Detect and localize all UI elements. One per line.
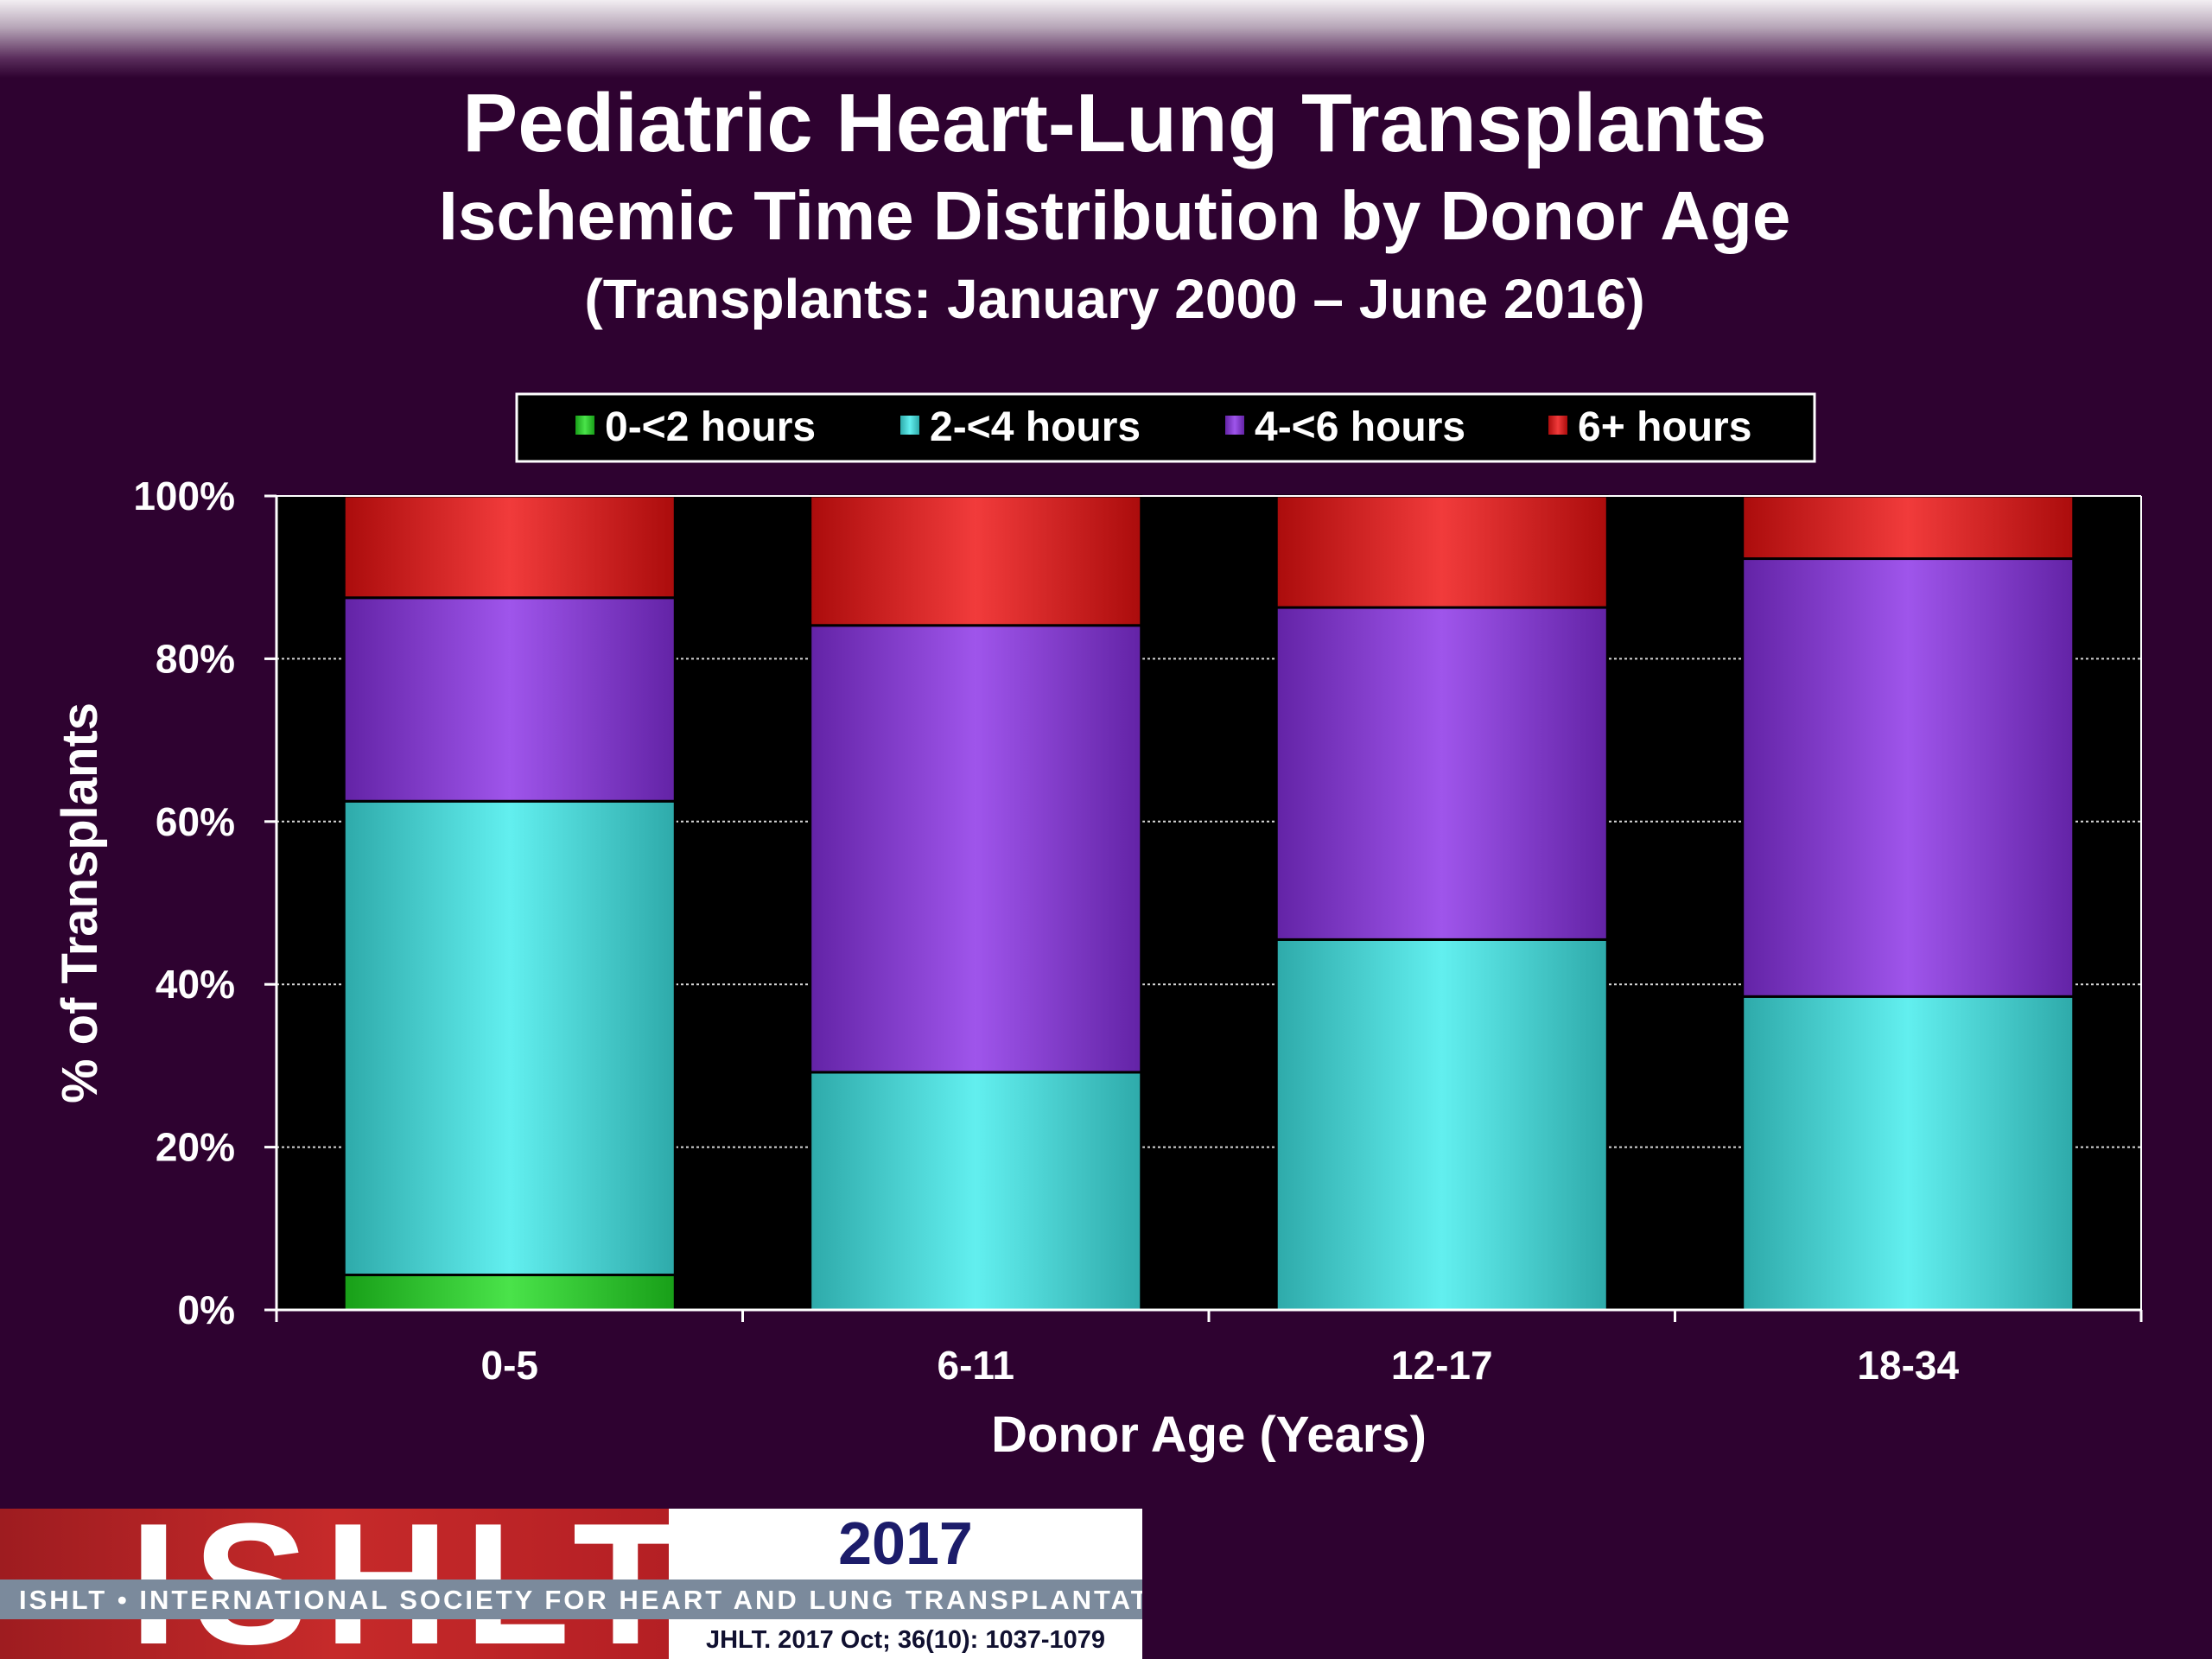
y-tick-label: 40% [156, 962, 235, 1007]
legend-label: 4-<6 hours [1255, 404, 1465, 450]
legend-label: 0-<2 hours [605, 404, 816, 450]
legend-swatch-2-4-hours [900, 416, 919, 435]
bar-segment-6-11-4-6-hours [809, 624, 1143, 1074]
x-tick-label: 12-17 [1391, 1343, 1493, 1388]
logo-strip [0, 1580, 1142, 1619]
bar-segment-0-5-2-4-hours [342, 799, 677, 1276]
bar-segment-12-17-4-6-hours [1274, 606, 1609, 941]
bar-segment-0-5-6-hours [342, 494, 677, 600]
bar-segment-0-5-4-6-hours [342, 596, 677, 803]
logo-year: 2017 [838, 1510, 973, 1577]
legend-label: 2-<4 hours [930, 404, 1141, 450]
bar-segment-6-11-2-4-hours [809, 1071, 1143, 1312]
y-tick-label: 80% [156, 636, 235, 681]
slide-period: (Transplants: January 2000 – June 2016) [584, 268, 1645, 330]
legend-box [515, 392, 1816, 463]
slide-title: Pediatric Heart-Lung Transplants [462, 77, 1767, 169]
ishlt-logo: ISHLT 2017 ISHLT • INTERNATIONAL SOCIETY… [0, 1509, 1142, 1659]
legend-swatch-6-hours [1548, 416, 1567, 435]
bar-segment-18-34-2-4-hours [1741, 995, 2075, 1312]
bar-segment-12-17-2-4-hours [1274, 938, 1609, 1312]
x-axis-title: Donor Age (Years) [991, 1407, 1427, 1463]
bar-segment-6-11-6-hours [809, 494, 1143, 627]
title-block: Pediatric Heart-Lung Transplants Ischemi… [0, 76, 2212, 335]
y-tick-label: 20% [156, 1125, 235, 1170]
logo-citation: JHLT. 2017 Oct; 36(10): 1037-1079 [705, 1626, 1106, 1654]
bar-segment-18-34-6-hours [1741, 494, 2075, 561]
bar-segment-18-34-4-6-hours [1741, 557, 2075, 998]
slide-subtitle: Ischemic Time Distribution by Donor Age [438, 177, 1791, 254]
legend-swatch-0-2-hours [575, 416, 594, 435]
header-band [0, 0, 2212, 78]
bar-segment-0-5-0-2-hours [342, 1273, 677, 1312]
bar-segment-12-17-6-hours [1274, 494, 1609, 609]
stacked-bar-chart: 0-5 6-11 12-17 18-34 0% 20% 40% 60% 80% 100% Donor… [52, 392, 2143, 1463]
x-tick-label: 6-11 [937, 1343, 1014, 1388]
y-tick-label: 60% [156, 799, 235, 844]
y-tick-label: 0% [178, 1287, 235, 1332]
legend-swatch-4-6-hours [1225, 416, 1244, 435]
legend-label: 6+ hours [1578, 404, 1751, 450]
y-axis-title: % of Transplants [52, 702, 108, 1103]
x-tick-label: 0-5 [481, 1343, 538, 1388]
logo-org-name: ISHLT • INTERNATIONAL SOCIETY FOR HEART … [19, 1585, 1142, 1615]
y-tick-label: 100% [133, 474, 235, 518]
x-tick-label: 18-34 [1857, 1343, 1959, 1388]
